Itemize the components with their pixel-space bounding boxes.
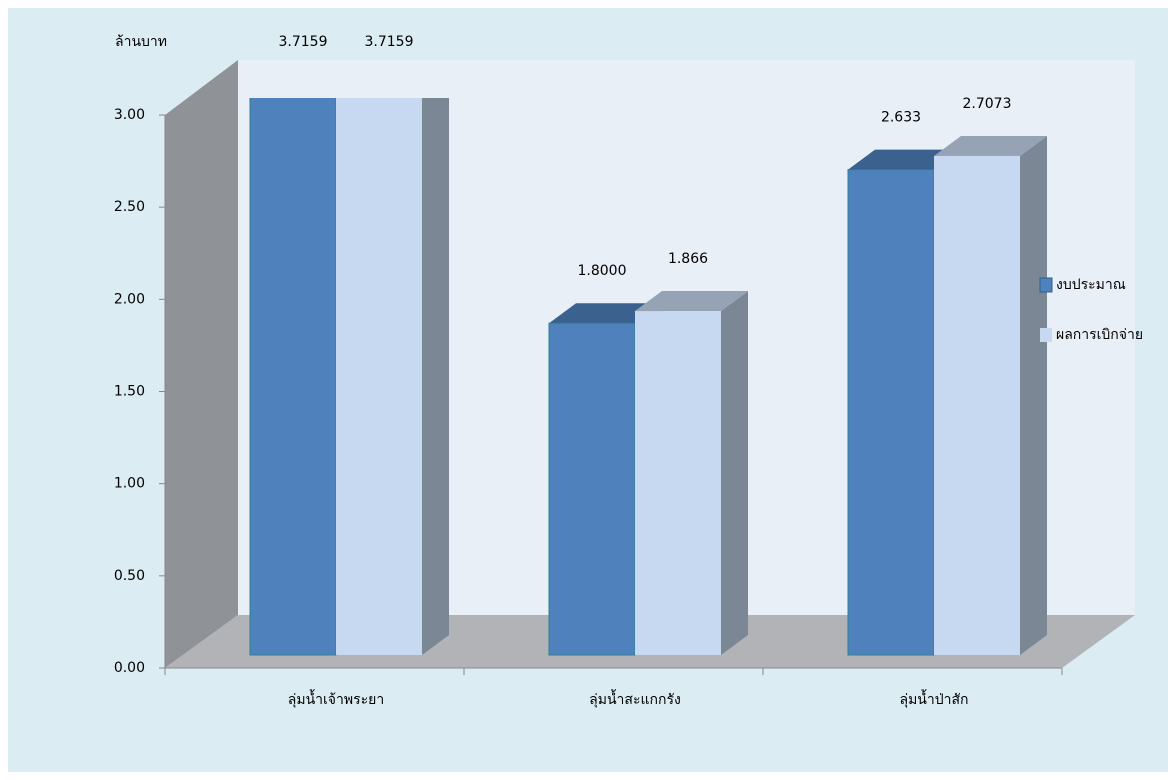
value-label: 3.7159 xyxy=(279,34,328,50)
value-label: 3.7159 xyxy=(365,34,414,50)
value-label: 2.7073 xyxy=(963,96,1012,112)
y-tick-label: 0.00 xyxy=(114,660,145,676)
y-tick-label: 2.50 xyxy=(114,199,145,215)
bar-top xyxy=(635,291,748,312)
y-tick-label: 1.00 xyxy=(114,476,145,492)
y-tick-label: 1.50 xyxy=(114,384,145,400)
bars xyxy=(249,98,1047,656)
y-tick-label: 3.00 xyxy=(114,107,145,123)
bar xyxy=(934,155,1020,656)
bar xyxy=(249,98,337,656)
value-label: 2.633 xyxy=(881,110,921,126)
legend-label: งบประมาณ xyxy=(1056,277,1126,293)
side-wall xyxy=(165,60,238,668)
legend-swatch xyxy=(1040,328,1052,342)
y-tick-label: 2.00 xyxy=(114,291,145,307)
bar xyxy=(635,311,721,655)
bar xyxy=(847,169,935,656)
bar-top xyxy=(934,135,1047,156)
bar-top xyxy=(549,303,662,324)
value-label: 1.8000 xyxy=(578,263,627,279)
x-tick-label: ลุ่มน้ำเจ้าพระยา xyxy=(288,689,384,708)
y-tick-label: 0.50 xyxy=(114,568,145,584)
bar-side xyxy=(422,98,449,655)
bar-side xyxy=(1020,135,1047,656)
legend-swatch xyxy=(1039,277,1053,293)
value-label: 1.866 xyxy=(668,251,708,267)
bar xyxy=(548,322,636,656)
bar xyxy=(336,98,422,655)
bar-side xyxy=(721,291,748,655)
x-tick-label: ลุ่มน้ำสะแกกรัง xyxy=(589,689,681,708)
y-axis-title: ล้านบาท xyxy=(115,34,167,50)
x-tick-label: ลุ่มน้ำป่าสัก xyxy=(899,689,968,708)
bar-top xyxy=(848,149,961,170)
legend-label: ผลการเบิกจ่าย xyxy=(1056,327,1143,343)
